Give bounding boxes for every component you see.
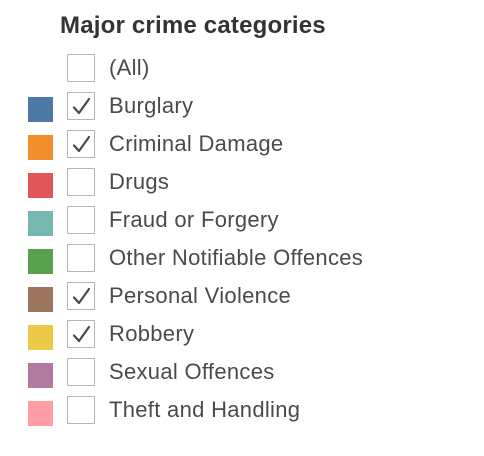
color-swatch	[28, 173, 53, 198]
filter-item-sexual-offences[interactable]: Sexual Offences	[0, 353, 484, 391]
checkbox[interactable]	[67, 358, 95, 386]
checkbox[interactable]	[67, 130, 95, 158]
filter-item-label[interactable]: Theft and Handling	[109, 397, 301, 422]
filter-item-criminal-damage[interactable]: Criminal Damage	[0, 125, 484, 163]
filter-item-theft-and-handling[interactable]: Theft and Handling	[0, 391, 484, 429]
filter-item-label[interactable]: Robbery	[109, 321, 195, 346]
filter-item-label[interactable]: Sexual Offences	[109, 359, 275, 384]
color-swatch	[28, 401, 53, 426]
checkbox[interactable]	[67, 320, 95, 348]
checkmark-icon	[72, 287, 91, 305]
color-swatch	[28, 249, 53, 274]
checkbox[interactable]	[67, 244, 95, 272]
checkmark-icon	[72, 135, 91, 153]
checkbox[interactable]	[67, 206, 95, 234]
checkmark-icon	[72, 325, 91, 343]
color-swatch	[28, 363, 53, 388]
filter-item-label[interactable]: (All)	[109, 55, 150, 80]
checkbox[interactable]	[67, 282, 95, 310]
filter-list: (All) Burglary Criminal Damage Drugs Fraud o…	[0, 49, 484, 429]
color-swatch	[28, 211, 53, 236]
color-swatch	[28, 97, 53, 122]
color-swatch	[28, 135, 53, 160]
checkbox[interactable]	[67, 396, 95, 424]
filter-item-other-notifiable-offences[interactable]: Other Notifiable Offences	[0, 239, 484, 277]
filter-item-personal-violence[interactable]: Personal Violence	[0, 277, 484, 315]
filter-item-label[interactable]: Personal Violence	[109, 283, 292, 308]
filter-item-label[interactable]: Burglary	[109, 93, 194, 118]
filter-title: Major crime categories	[60, 12, 326, 39]
color-swatch	[28, 287, 53, 312]
filter-item-label[interactable]: Criminal Damage	[109, 131, 284, 156]
color-swatch	[28, 325, 53, 350]
filter-item-robbery[interactable]: Robbery	[0, 315, 484, 353]
checkmark-icon	[72, 97, 91, 115]
filter-item-burglary[interactable]: Burglary	[0, 87, 484, 125]
checkbox[interactable]	[67, 168, 95, 196]
filter-item-label[interactable]: Drugs	[109, 169, 170, 194]
checkbox[interactable]	[67, 92, 95, 120]
checkbox[interactable]	[67, 54, 95, 82]
filter-item-label[interactable]: Fraud or Forgery	[109, 207, 279, 232]
filter-item-label[interactable]: Other Notifiable Offences	[109, 245, 364, 270]
filter-item-fraud-or-forgery[interactable]: Fraud or Forgery	[0, 201, 484, 239]
filter-item-all[interactable]: (All)	[0, 49, 484, 87]
filter-item-drugs[interactable]: Drugs	[0, 163, 484, 201]
